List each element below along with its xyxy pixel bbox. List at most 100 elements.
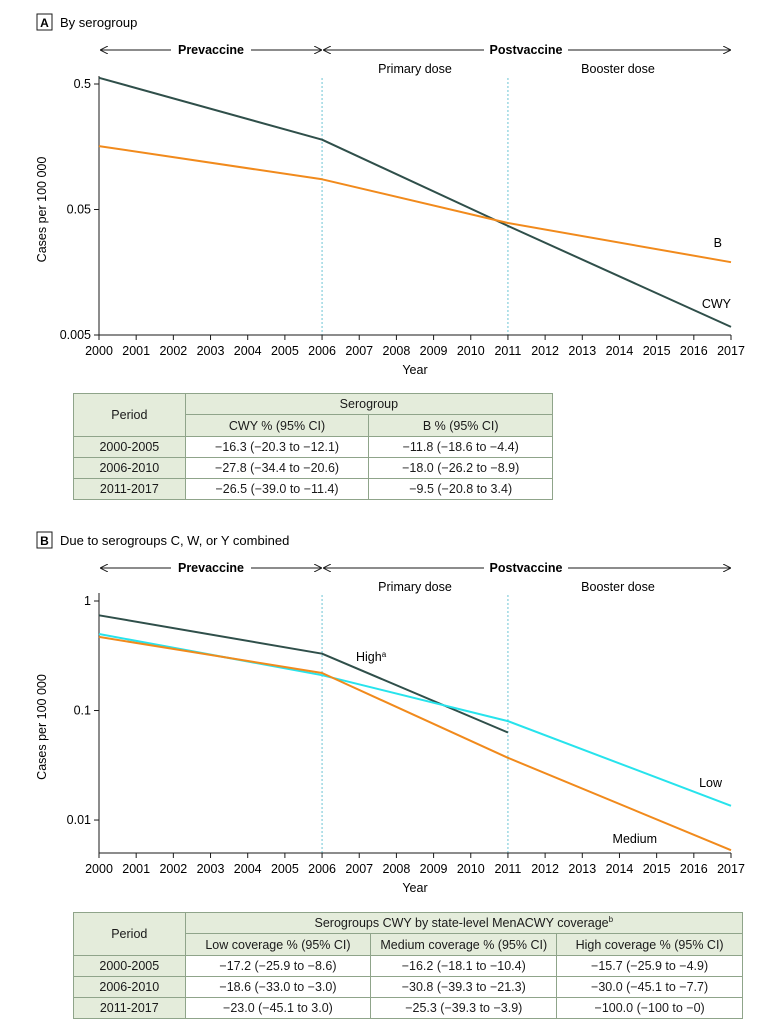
table-a-row: 2011-2017 −26.5 (−39.0 to −11.4) −9.5 (−… — [73, 478, 553, 500]
chart-b-y-tick-label: 1 — [84, 594, 91, 608]
table-b-row: 2011-2017 −23.0 (−45.1 to 3.0) −25.3 (−3… — [73, 997, 743, 1019]
chart-b-series-medium-line — [98, 635, 732, 852]
chart-a-x-tick-label: 2006 — [308, 344, 336, 358]
panel-b-booster-dose-label: Booster dose — [581, 580, 655, 594]
panel-a-booster-dose-label: Booster dose — [581, 62, 655, 76]
chart-b-x-tick-label: 2004 — [234, 862, 262, 876]
chart-a-x-tick-label: 2014 — [606, 344, 634, 358]
table-a-group-header: Serogroup — [184, 393, 554, 415]
chart-a-x-tick-label: 2008 — [383, 344, 411, 358]
chart-a-y-tick-label: 0.05 — [67, 203, 91, 217]
table-b-period: 2006-2010 — [73, 976, 186, 998]
chart-a-x-tick-label: 2005 — [271, 344, 299, 358]
panel-a-title: By serogroup — [60, 15, 137, 30]
table-b-cell: −16.2 (−18.1 to −10.4) — [370, 955, 558, 977]
chart-b-x-axis-label: Year — [402, 881, 427, 895]
table-b-cell: −15.7 (−25.9 to −4.9) — [556, 955, 743, 977]
chart-b-x-tick-label: 2002 — [159, 862, 187, 876]
panel-a-postvaccine-label: Postvaccine — [490, 43, 563, 57]
chart-b-x-tick-label: 2010 — [457, 862, 485, 876]
chart-a-x-tick-label: 2015 — [643, 344, 671, 358]
chart-b-series-medium-label: Medium — [613, 832, 657, 846]
chart-a: 0.5 0.05 0.005 2000 2001 2002 2003 2004 2005 2006… — [35, 76, 745, 377]
panel-b-prevaccine-label: Prevaccine — [178, 561, 244, 575]
chart-b-x-tick-label: 2011 — [494, 862, 521, 876]
chart-a-x-tick-label: 2002 — [159, 344, 187, 358]
chart-b-series-low-line — [98, 633, 732, 807]
chart-b-x-tick-label: 2016 — [680, 862, 708, 876]
chart-b-x-tick-label: 2013 — [568, 862, 596, 876]
chart-a-x-tick-label: 2011 — [494, 344, 521, 358]
table-b-col-header: High coverage % (95% CI) — [556, 933, 743, 956]
table-a: Period Serogroup CWY % (95% CI) B % (95%… — [73, 393, 554, 500]
chart-b-x-tick-label: 2008 — [383, 862, 411, 876]
chart-b-x-tick-label: 2017 — [717, 862, 745, 876]
chart-a-x-axis-label: Year — [402, 363, 427, 377]
chart-a-x-tick-label: 2003 — [197, 344, 225, 358]
chart-b-y-axis-label: Cases per 100 000 — [35, 674, 49, 780]
chart-b-x-tick-label: 2007 — [345, 862, 373, 876]
chart-a-x-tick-label: 2013 — [568, 344, 596, 358]
panel-b-badge-letter: B — [40, 534, 49, 548]
table-a-cell: −16.3 (−20.3 to −12.1) — [184, 436, 370, 458]
chart-b-x-tick-label: 2009 — [420, 862, 448, 876]
table-b-group-header-footnote: b — [608, 915, 614, 925]
table-a-period: 2006-2010 — [73, 457, 186, 479]
table-a-cell: −27.8 (−34.4 to −20.6) — [184, 457, 370, 479]
table-b-col-header: Low coverage % (95% CI) — [184, 933, 372, 956]
chart-b-series-high-label: Higha — [356, 650, 387, 665]
chart-a-x-tick-label: 2016 — [680, 344, 708, 358]
panel-b-badge: B — [36, 531, 53, 549]
table-b-cell: −30.8 (−39.3 to −21.3) — [370, 976, 558, 998]
chart-a-x-tick-label: 2010 — [457, 344, 485, 358]
chart-a-x-tick-label: 2004 — [234, 344, 262, 358]
table-b-cell: −18.6 (−33.0 to −3.0) — [184, 976, 372, 998]
table-b-cell: −17.2 (−25.9 to −8.6) — [184, 955, 372, 977]
panel-a-badge-letter: A — [40, 16, 49, 30]
table-b-group-header-text: Serogroups CWY by state-level MenACWY co… — [314, 916, 609, 931]
chart-b-x-tick-label: 2003 — [197, 862, 225, 876]
table-b-period-header: Period — [73, 912, 186, 956]
table-b-period: 2000-2005 — [73, 955, 186, 977]
table-b-period: 2011-2017 — [73, 997, 186, 1019]
chart-b-series-high-line — [98, 614, 509, 734]
table-b: Period Serogroups CWY by state-level Men… — [73, 912, 744, 1019]
chart-a-x-tick-label: 2009 — [420, 344, 448, 358]
table-b-row: 2006-2010 −18.6 (−33.0 to −3.0) −30.8 (−… — [73, 976, 743, 998]
chart-b-x-tick-label: 2015 — [643, 862, 671, 876]
chart-b-series-low-label: Low — [699, 776, 723, 790]
table-b-col-header: Medium coverage % (95% CI) — [370, 933, 558, 956]
chart-b-x-tick-label: 2012 — [531, 862, 559, 876]
chart-b: 1 0.1 0.01 2000 2001 2002 2003 2004 2005 2006 2007… — [35, 593, 745, 895]
chart-b-y-tick-label: 0.01 — [67, 813, 91, 827]
chart-b-x-tick-label: 2000 — [85, 862, 113, 876]
table-a-cell: −18.0 (−26.2 to −8.9) — [368, 457, 553, 479]
chart-a-series-cwy-label: CWY — [702, 297, 732, 311]
chart-b-x-tick-label: 2005 — [271, 862, 299, 876]
table-a-period-header: Period — [73, 393, 186, 437]
table-b-cell: −23.0 (−45.1 to 3.0) — [184, 997, 372, 1019]
chart-a-x-tick-label: 2001 — [122, 344, 150, 358]
table-a-row: 2006-2010 −27.8 (−34.4 to −20.6) −18.0 (… — [73, 457, 553, 479]
chart-a-y-tick-label: 0.005 — [60, 328, 91, 342]
table-a-col-header: CWY % (95% CI) — [184, 414, 370, 437]
panel-b-title: Due to serogroups C, W, or Y combined — [60, 533, 289, 548]
chart-b-x-tick-label: 2014 — [606, 862, 634, 876]
chart-a-x-tick-label: 2017 — [717, 344, 745, 358]
chart-b-x-tick-label: 2006 — [308, 862, 336, 876]
table-a-cell: −9.5 (−20.8 to 3.4) — [368, 478, 553, 500]
table-b-cell: −30.0 (−45.1 to −7.7) — [556, 976, 743, 998]
chart-a-x-tick-label: 2000 — [85, 344, 113, 358]
table-a-col-header: B % (95% CI) — [368, 414, 553, 437]
table-b-cell: −25.3 (−39.3 to −3.9) — [370, 997, 558, 1019]
chart-b-x-tick-label: 2001 — [122, 862, 150, 876]
table-a-row: 2000-2005 −16.3 (−20.3 to −12.1) −11.8 (… — [73, 436, 553, 458]
chart-a-x-tick-label: 2007 — [345, 344, 373, 358]
chart-a-series-b-label: B — [714, 236, 722, 250]
panel-a-prevaccine-label: Prevaccine — [178, 43, 244, 57]
table-a-period: 2011-2017 — [73, 478, 186, 500]
panel-b-primary-dose-label: Primary dose — [378, 580, 452, 594]
table-b-row: 2000-2005 −17.2 (−25.9 to −8.6) −16.2 (−… — [73, 955, 743, 977]
chart-a-y-tick-label: 0.5 — [74, 77, 91, 91]
